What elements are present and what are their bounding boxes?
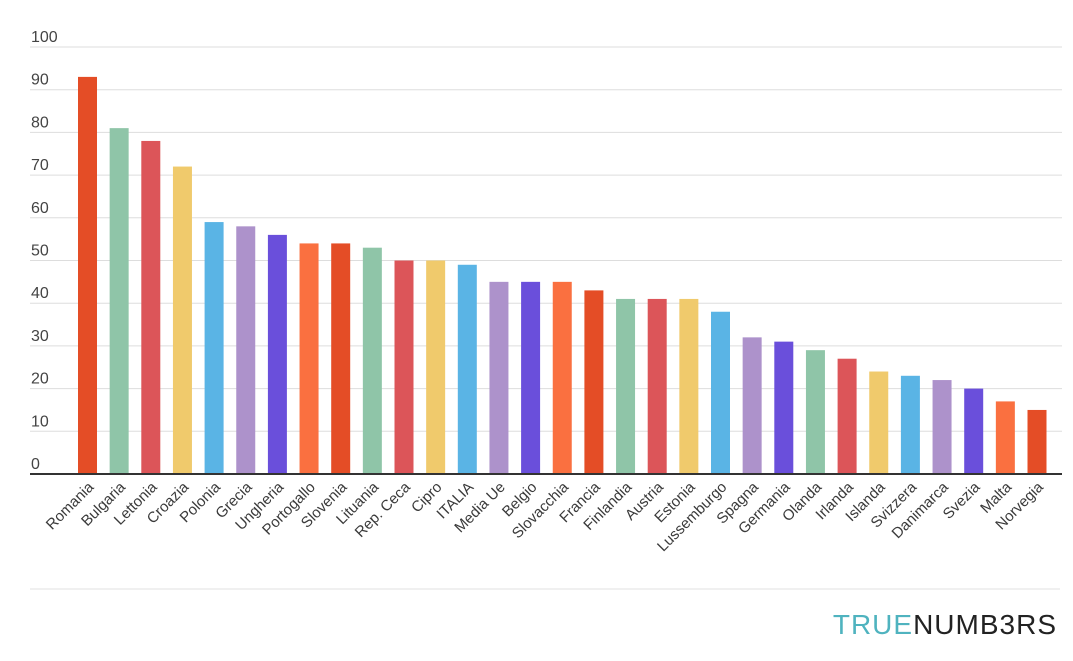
bar-svezia [964,388,984,474]
brand-logo-part1: TRUE [832,609,914,640]
bar-francia [584,290,604,474]
bar-danimarca [932,380,952,474]
y-tick-label: 70 [31,157,49,174]
bar-svizzera [900,375,920,474]
brand-logo: TRUENUMB3RS [833,609,1057,641]
bar-portogallo [299,243,319,474]
bar-italia [457,264,477,474]
bar-slovenia [331,243,351,474]
bar-rep-ceca [394,260,414,474]
bar-croazia [172,166,192,474]
bar-lettonia [141,140,161,474]
bar-media-ue [489,281,509,474]
bar-cipro [426,260,446,474]
bar-germania [774,341,794,474]
bar-lituania [362,247,382,474]
y-axis-ticks: 0 10 20 30 40 50 60 70 80 90 100 [31,29,58,473]
bar-irlanda [837,358,857,474]
brand-logo-part2: NUMB3RS [913,609,1057,640]
bar-islanda [869,371,889,474]
y-tick-label: 80 [31,114,49,131]
bar-polonia [204,222,224,474]
y-tick-label: 30 [31,328,49,345]
bar-austria [647,298,667,474]
bar-malta [995,401,1015,474]
bar-bulgaria [109,128,129,474]
y-tick-label: 90 [31,72,49,89]
y-tick-label: 0 [31,456,40,473]
bar-belgio [521,281,541,474]
y-tick-label: 50 [31,243,49,260]
x-tick-label: Svezia [940,478,984,522]
y-tick-label: 40 [31,285,49,302]
bar-estonia [679,298,699,474]
bar-slovacchia [552,281,572,474]
y-tick-label: 60 [31,200,49,217]
bar-norvegia [1027,409,1047,474]
bar-finlandia [616,298,636,474]
x-axis-labels: RomaniaBulgariaLettoniaCroaziaPoloniaGre… [43,478,1047,555]
bar-spagna [742,337,762,474]
bars [78,76,1047,474]
y-tick-label: 10 [31,413,49,430]
bar-grecia [236,226,256,474]
bar-olanda [805,350,825,474]
y-tick-label: 20 [31,371,49,388]
grid-lines [30,46,1062,432]
bar-romania [78,76,97,474]
bar-ungheria [267,234,287,474]
y-tick-label: 100 [31,29,58,46]
bar-lussemburgo [711,311,730,474]
